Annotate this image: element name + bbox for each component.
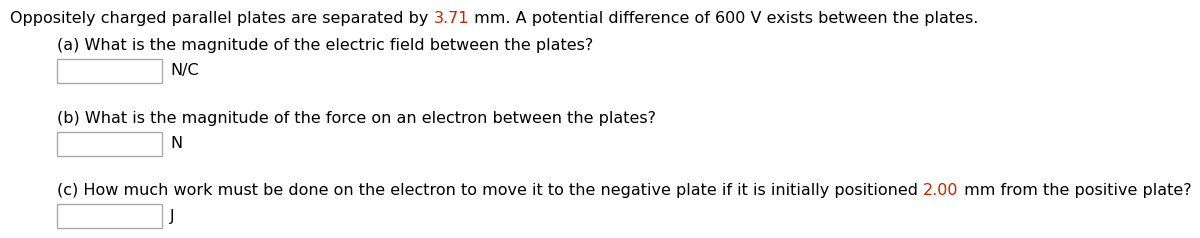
Bar [58, 132, 162, 156]
Text: (b) What is the magnitude of the force on an electron between the plates?: (b) What is the magnitude of the force o… [58, 111, 656, 126]
Text: J: J [170, 208, 175, 223]
Text: 3.71: 3.71 [433, 11, 469, 26]
Text: 2.00: 2.00 [923, 183, 959, 198]
Bar [58, 59, 162, 83]
Text: (c) How much work must be done on the electron to move it to the negative plate : (c) How much work must be done on the el… [58, 183, 923, 198]
Text: (a) What is the magnitude of the electric field between the plates?: (a) What is the magnitude of the electri… [58, 38, 593, 53]
Text: N/C: N/C [170, 64, 199, 79]
Text: mm. A potential difference of 600 V exists between the plates.: mm. A potential difference of 600 V exis… [469, 11, 978, 26]
Text: Oppositely charged parallel plates are separated by: Oppositely charged parallel plates are s… [10, 11, 433, 26]
Text: mm from the positive plate?: mm from the positive plate? [959, 183, 1192, 198]
Text: N: N [170, 137, 182, 152]
Bar [58, 204, 162, 228]
